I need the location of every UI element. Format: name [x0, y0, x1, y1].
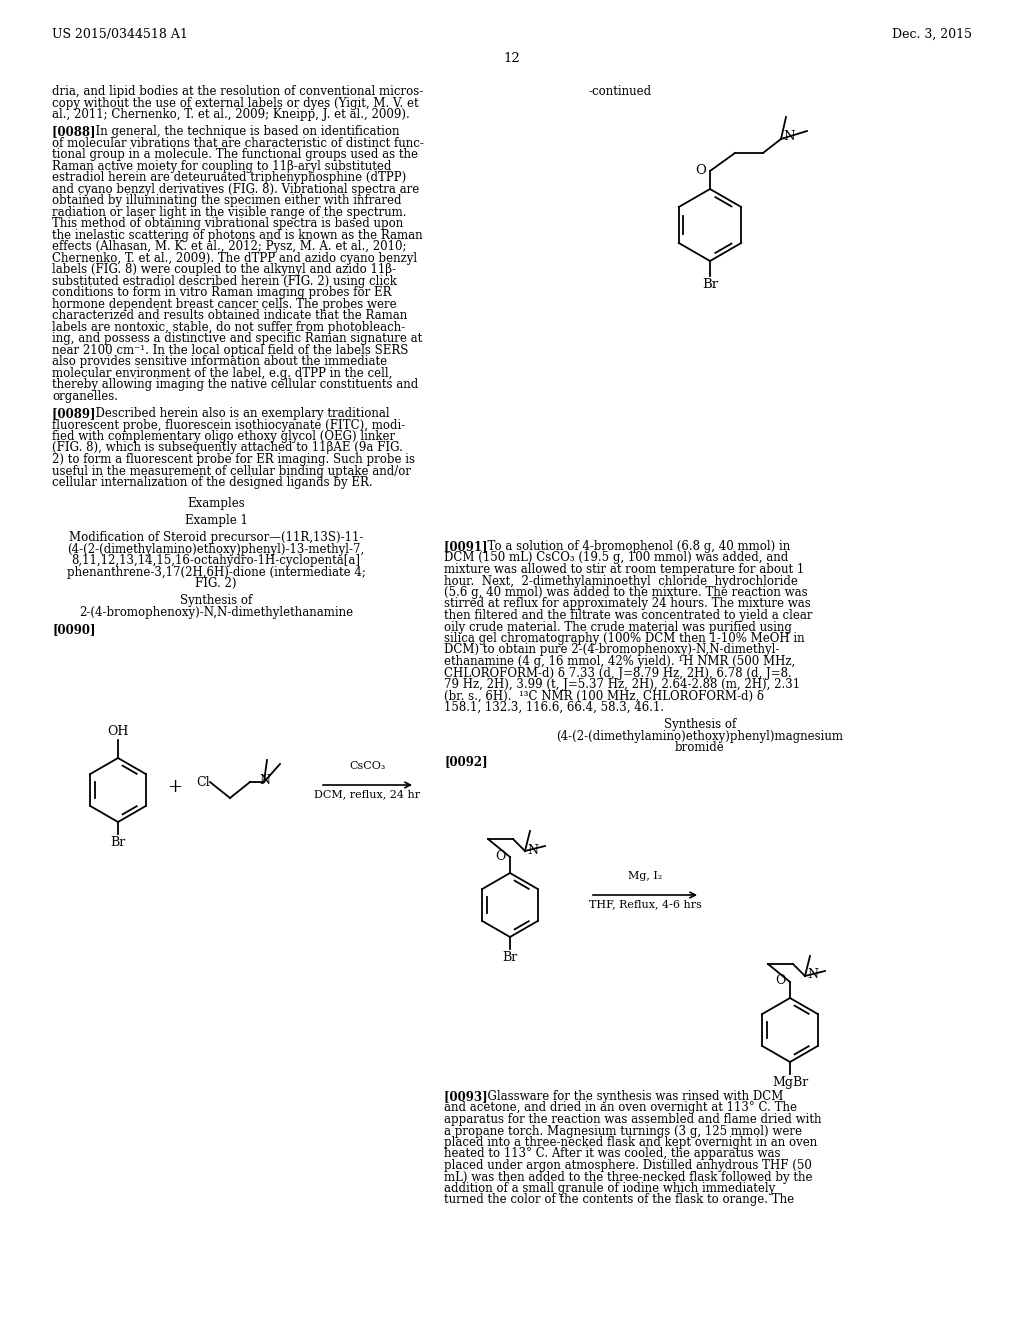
Text: ethanamine (4 g, 16 mmol, 42% yield). ¹H NMR (500 MHz,: ethanamine (4 g, 16 mmol, 42% yield). ¹H…	[444, 655, 796, 668]
Text: stirred at reflux for approximately 24 hours. The mixture was: stirred at reflux for approximately 24 h…	[444, 598, 811, 610]
Text: DCM) to obtain pure 2-(4-bromophenoxy)-N,N-dimethyl-: DCM) to obtain pure 2-(4-bromophenoxy)-N…	[444, 644, 779, 656]
Text: 79 Hz, 2H), 3.99 (t, J=5.37 Hz, 2H), 2.64-2.88 (m, 2H), 2.31: 79 Hz, 2H), 3.99 (t, J=5.37 Hz, 2H), 2.6…	[444, 678, 800, 690]
Text: ing, and possess a distinctive and specific Raman signature at: ing, and possess a distinctive and speci…	[52, 333, 422, 346]
Text: Br: Br	[701, 279, 718, 290]
Text: To a solution of 4-bromophenol (6.8 g, 40 mmol) in: To a solution of 4-bromophenol (6.8 g, 4…	[480, 540, 791, 553]
Text: useful in the measurement of cellular binding uptake and/or: useful in the measurement of cellular bi…	[52, 465, 411, 478]
Text: tional group in a molecule. The functional groups used as the: tional group in a molecule. The function…	[52, 148, 418, 161]
Text: 12: 12	[504, 51, 520, 65]
Text: CsCO₃: CsCO₃	[349, 762, 386, 771]
Text: (br. s., 6H).  ¹³C NMR (100 MHz, CHLOROFORM-d) δ: (br. s., 6H). ¹³C NMR (100 MHz, CHLOROFO…	[444, 689, 764, 702]
Text: THF, Reflux, 4-6 hrs: THF, Reflux, 4-6 hrs	[589, 899, 701, 909]
Text: O: O	[775, 974, 786, 987]
Text: mL) was then added to the three-necked flask followed by the: mL) was then added to the three-necked f…	[444, 1171, 812, 1184]
Text: then filtered and the filtrate was concentrated to yield a clear: then filtered and the filtrate was conce…	[444, 609, 812, 622]
Text: Raman active moiety for coupling to 11β-aryl substituted: Raman active moiety for coupling to 11β-…	[52, 160, 391, 173]
Text: Chernenko, T. et al., 2009). The dTPP and azido cyano benzyl: Chernenko, T. et al., 2009). The dTPP an…	[52, 252, 417, 265]
Text: cellular internalization of the designed ligands by ER.: cellular internalization of the designed…	[52, 477, 373, 488]
Text: phenanthrene-3,17(2H,6H)-dione (intermediate 4;: phenanthrene-3,17(2H,6H)-dione (intermed…	[67, 566, 366, 578]
Text: turned the color of the contents of the flask to orange. The: turned the color of the contents of the …	[444, 1193, 795, 1206]
Text: [0093]: [0093]	[444, 1090, 492, 1104]
Text: [0088]: [0088]	[52, 125, 99, 139]
Text: bromide: bromide	[675, 742, 725, 754]
Text: +: +	[168, 777, 182, 796]
Text: O: O	[496, 850, 506, 862]
Text: This method of obtaining vibrational spectra is based upon: This method of obtaining vibrational spe…	[52, 218, 403, 230]
Text: N: N	[527, 843, 538, 857]
Text: N: N	[783, 131, 795, 144]
Text: labels (FIG. 8) were coupled to the alkynyl and azido 11β-: labels (FIG. 8) were coupled to the alky…	[52, 263, 396, 276]
Text: fied with complementary oligo ethoxy glycol (OEG) linker: fied with complementary oligo ethoxy gly…	[52, 430, 395, 444]
Text: (FIG. 8), which is subsequently attached to 11βAE (9a FIG.: (FIG. 8), which is subsequently attached…	[52, 441, 402, 454]
Text: addition of a small granule of iodine which immediately: addition of a small granule of iodine wh…	[444, 1181, 775, 1195]
Text: substituted estradiol described herein (FIG. 2) using click: substituted estradiol described herein (…	[52, 275, 397, 288]
Text: estradiol herein are deteuruated triphenyphosphine (dTPP): estradiol herein are deteuruated triphen…	[52, 172, 407, 185]
Text: dria, and lipid bodies at the resolution of conventional micros-: dria, and lipid bodies at the resolution…	[52, 84, 423, 98]
Text: 2) to form a fluorescent probe for ER imaging. Such probe is: 2) to form a fluorescent probe for ER im…	[52, 453, 415, 466]
Text: FIG. 2): FIG. 2)	[196, 577, 237, 590]
Text: [0089]: [0089]	[52, 407, 99, 420]
Text: oily crude material. The crude material was purified using: oily crude material. The crude material …	[444, 620, 792, 634]
Text: N: N	[259, 775, 270, 788]
Text: Synthesis of: Synthesis of	[664, 718, 736, 731]
Text: CHLOROFORM-d) δ 7.33 (d, J=8.79 Hz, 2H), 6.78 (d, J=8.: CHLOROFORM-d) δ 7.33 (d, J=8.79 Hz, 2H),…	[444, 667, 792, 680]
Text: organelles.: organelles.	[52, 389, 118, 403]
Text: Synthesis of: Synthesis of	[180, 594, 252, 607]
Text: DCM, reflux, 24 hr: DCM, reflux, 24 hr	[314, 789, 421, 799]
Text: copy without the use of external labels or dyes (Yigit, M. V. et: copy without the use of external labels …	[52, 96, 419, 110]
Text: and acetone, and dried in an oven overnight at 113° C. The: and acetone, and dried in an oven overni…	[444, 1101, 797, 1114]
Text: Modification of Steroid precursor—(11R,13S)-11-: Modification of Steroid precursor—(11R,1…	[69, 531, 364, 544]
Text: hour.  Next,  2-dimethylaminoethyl  chloride  hydrochloride: hour. Next, 2-dimethylaminoethyl chlorid…	[444, 574, 798, 587]
Text: 8,11,12,13,14,15,16-octahydro-1H-cyclopenta[a]: 8,11,12,13,14,15,16-octahydro-1H-cyclope…	[72, 554, 360, 568]
Text: of molecular vibrations that are characteristic of distinct func-: of molecular vibrations that are charact…	[52, 137, 424, 149]
Text: conditions to form in vitro Raman imaging probes for ER: conditions to form in vitro Raman imagin…	[52, 286, 391, 300]
Text: Examples: Examples	[187, 496, 245, 510]
Text: Cl: Cl	[196, 776, 210, 788]
Text: O: O	[695, 164, 706, 177]
Text: 2-(4-bromophenoxy)-N,N-dimethylethanamine: 2-(4-bromophenoxy)-N,N-dimethylethanamin…	[79, 606, 353, 619]
Text: placed under argon atmosphere. Distilled anhydrous THF (50: placed under argon atmosphere. Distilled…	[444, 1159, 812, 1172]
Text: [0092]: [0092]	[444, 755, 487, 768]
Text: mixture was allowed to stir at room temperature for about 1: mixture was allowed to stir at room temp…	[444, 564, 804, 576]
Text: effects (Alhasan, M. K. et al., 2012; Pysz, M. A. et al., 2010;: effects (Alhasan, M. K. et al., 2012; Py…	[52, 240, 407, 253]
Text: In general, the technique is based on identification: In general, the technique is based on id…	[88, 125, 399, 139]
Text: thereby allowing imaging the native cellular constituents and: thereby allowing imaging the native cell…	[52, 379, 418, 391]
Text: Br: Br	[503, 950, 517, 964]
Text: (5.6 g, 40 mmol) was added to the mixture. The reaction was: (5.6 g, 40 mmol) was added to the mixtur…	[444, 586, 808, 599]
Text: DCM (150 mL) CsCO₃ (19.5 g, 100 mmol) was added, and: DCM (150 mL) CsCO₃ (19.5 g, 100 mmol) wa…	[444, 552, 788, 565]
Text: MgBr: MgBr	[772, 1076, 808, 1089]
Text: US 2015/0344518 A1: US 2015/0344518 A1	[52, 28, 187, 41]
Text: Mg, I₂: Mg, I₂	[628, 871, 663, 880]
Text: Glassware for the synthesis was rinsed with DCM: Glassware for the synthesis was rinsed w…	[480, 1090, 783, 1104]
Text: -continued: -continued	[589, 84, 651, 98]
Text: (4-(2-(dimethylamino)ethoxy)phenyl)-13-methyl-7,: (4-(2-(dimethylamino)ethoxy)phenyl)-13-m…	[68, 543, 365, 556]
Text: characterized and results obtained indicate that the Raman: characterized and results obtained indic…	[52, 309, 408, 322]
Text: near 2100 cm⁻¹. In the local optical field of the labels SERS: near 2100 cm⁻¹. In the local optical fie…	[52, 343, 409, 356]
Text: labels are nontoxic, stable, do not suffer from photobleach-: labels are nontoxic, stable, do not suff…	[52, 321, 406, 334]
Text: molecular environment of the label, e.g. dTPP in the cell,: molecular environment of the label, e.g.…	[52, 367, 392, 380]
Text: obtained by illuminating the specimen either with infrared: obtained by illuminating the specimen ei…	[52, 194, 401, 207]
Text: 158.1, 132.3, 116.6, 66.4, 58.3, 46.1.: 158.1, 132.3, 116.6, 66.4, 58.3, 46.1.	[444, 701, 665, 714]
Text: and cyano benzyl derivatives (FIG. 8). Vibrational spectra are: and cyano benzyl derivatives (FIG. 8). V…	[52, 182, 419, 195]
Text: al., 2011; Chernenko, T. et al., 2009; Kneipp, J. et al., 2009).: al., 2011; Chernenko, T. et al., 2009; K…	[52, 108, 410, 121]
Text: hormone dependent breast cancer cells. The probes were: hormone dependent breast cancer cells. T…	[52, 298, 396, 310]
Text: N: N	[807, 969, 818, 982]
Text: OH: OH	[108, 725, 129, 738]
Text: a propane torch. Magnesium turnings (3 g, 125 mmol) were: a propane torch. Magnesium turnings (3 g…	[444, 1125, 802, 1138]
Text: Described herein also is an exemplary traditional: Described herein also is an exemplary tr…	[88, 407, 389, 420]
Text: apparatus for the reaction was assembled and flame dried with: apparatus for the reaction was assembled…	[444, 1113, 821, 1126]
Text: Dec. 3, 2015: Dec. 3, 2015	[892, 28, 972, 41]
Text: silica gel chromatography (100% DCM then 1-10% MeOH in: silica gel chromatography (100% DCM then…	[444, 632, 805, 645]
Text: also provides sensitive information about the immediate: also provides sensitive information abou…	[52, 355, 387, 368]
Text: placed into a three-necked flask and kept overnight in an oven: placed into a three-necked flask and kep…	[444, 1137, 817, 1148]
Text: [0090]: [0090]	[52, 623, 95, 636]
Text: fluorescent probe, fluorescein isothiocyanate (FITC), modi-: fluorescent probe, fluorescein isothiocy…	[52, 418, 406, 432]
Text: Br: Br	[111, 836, 126, 849]
Text: the inelastic scattering of photons and is known as the Raman: the inelastic scattering of photons and …	[52, 228, 423, 242]
Text: heated to 113° C. After it was cooled, the apparatus was: heated to 113° C. After it was cooled, t…	[444, 1147, 780, 1160]
Text: [0091]: [0091]	[444, 540, 492, 553]
Text: radiation or laser light in the visible range of the spectrum.: radiation or laser light in the visible …	[52, 206, 407, 219]
Text: Example 1: Example 1	[184, 513, 248, 527]
Text: (4-(2-(dimethylamino)ethoxy)phenyl)magnesium: (4-(2-(dimethylamino)ethoxy)phenyl)magne…	[556, 730, 844, 743]
